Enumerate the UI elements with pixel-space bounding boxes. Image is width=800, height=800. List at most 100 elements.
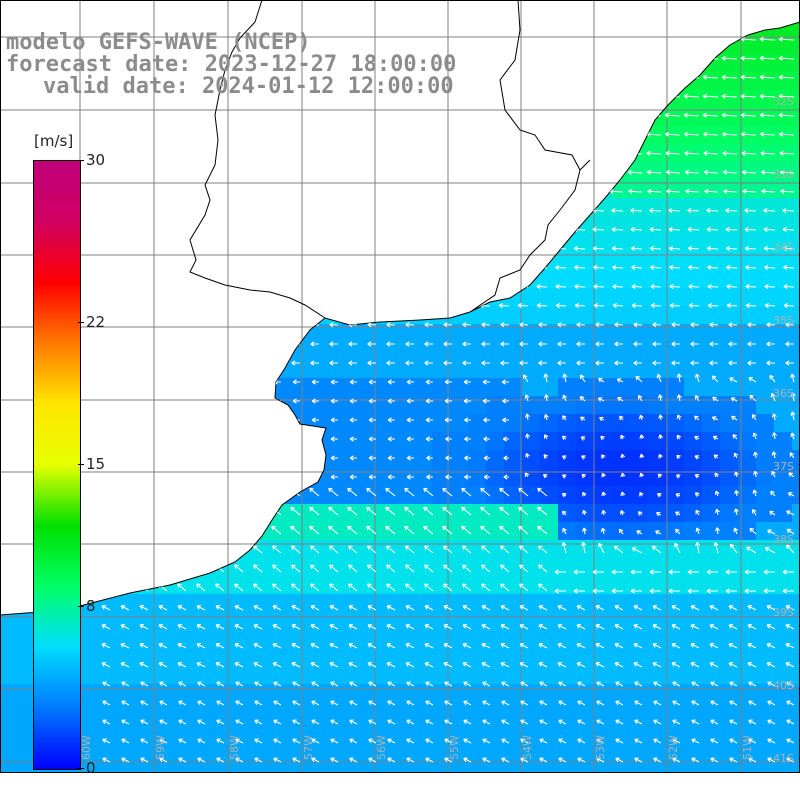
wind-speed-cell xyxy=(504,630,523,649)
wind-speed-cell xyxy=(576,558,595,577)
wind-arrow xyxy=(721,74,738,80)
wind-speed-cell xyxy=(792,252,800,271)
wind-arrow xyxy=(349,681,358,687)
wind-arrow xyxy=(348,545,358,554)
wind-speed-cell xyxy=(162,720,181,739)
wind-speed-cell xyxy=(702,162,721,181)
wind-speed-cell xyxy=(522,576,541,595)
wind-arrow xyxy=(520,738,529,744)
wind-speed-cell xyxy=(774,594,793,613)
wind-arrow xyxy=(675,493,681,498)
wind-arrow xyxy=(500,360,509,366)
wind-arrow xyxy=(580,436,586,441)
wind-speed-cell xyxy=(18,630,37,649)
wind-speed-cell xyxy=(684,270,703,289)
wind-arrow xyxy=(561,542,567,554)
wind-speed-cell xyxy=(792,54,800,73)
wind-arrow xyxy=(464,455,471,461)
wind-arrow xyxy=(538,583,548,592)
wind-arrow xyxy=(574,284,586,290)
wind-speed-cell xyxy=(432,414,451,433)
wind-arrow xyxy=(740,36,757,42)
wind-arrow xyxy=(386,662,396,668)
wind-arrow xyxy=(707,284,719,290)
wind-speed-cell xyxy=(612,432,631,451)
wind-arrow xyxy=(573,569,585,575)
wind-speed-cell xyxy=(144,666,163,685)
wind-speed-cell xyxy=(126,666,145,685)
wind-arrow xyxy=(669,284,681,290)
wind-arrow xyxy=(600,527,606,535)
wind-speed-cell xyxy=(594,234,613,253)
wind-speed-cell xyxy=(720,252,739,271)
wind-arrow xyxy=(523,374,529,383)
wind-speed-cell xyxy=(378,324,397,343)
wind-arrow xyxy=(311,738,320,744)
wind-arrow xyxy=(309,487,320,497)
latitude-label: 35S xyxy=(773,314,794,327)
wind-speed-cell xyxy=(666,630,685,649)
wind-arrow xyxy=(780,188,795,194)
wind-speed-cell xyxy=(504,522,523,541)
wind-arrow xyxy=(272,545,282,554)
wind-speed-cell xyxy=(558,450,577,469)
wind-speed-cell xyxy=(0,702,19,721)
wind-arrow xyxy=(748,738,757,744)
wind-speed-cell xyxy=(432,558,451,577)
wind-speed-cell xyxy=(252,540,271,559)
wind-speed-cell xyxy=(630,558,649,577)
wind-speed-cell xyxy=(666,378,685,397)
lat-lon-grid xyxy=(0,0,800,772)
wind-speed-cell xyxy=(522,684,541,703)
wind-speed-cell xyxy=(522,558,541,577)
wind-arrow xyxy=(728,322,738,328)
wind-arrow xyxy=(576,341,585,347)
wind-arrow xyxy=(542,473,548,479)
wind-speed-cell xyxy=(504,558,523,577)
wind-speed-cell xyxy=(594,324,613,343)
wind-speed-cell xyxy=(360,756,379,772)
wind-arrow xyxy=(733,527,739,535)
wind-speed-cell xyxy=(126,738,145,757)
wind-arrow xyxy=(592,246,605,252)
wind-speed-cell xyxy=(792,288,800,307)
wind-speed-cell xyxy=(774,522,793,541)
wind-speed-cell xyxy=(486,756,505,772)
wind-speed-cell xyxy=(684,756,703,772)
wind-arrow xyxy=(330,681,339,687)
wind-speed-cell xyxy=(702,378,721,397)
wind-arrow xyxy=(630,246,643,252)
wind-speed-cell xyxy=(522,378,541,397)
wind-speed-cell xyxy=(450,486,469,505)
wind-arrow xyxy=(329,322,339,328)
wind-speed-cell xyxy=(396,450,415,469)
wind-arrow xyxy=(500,564,510,573)
wind-speed-cell xyxy=(558,396,577,415)
wind-speed-cell xyxy=(756,756,775,772)
wind-arrow xyxy=(500,643,510,649)
wind-speed-cell xyxy=(450,450,469,469)
wind-speed-cell xyxy=(792,450,800,469)
wind-speed-cell xyxy=(666,576,685,595)
wind-speed-cell xyxy=(666,468,685,487)
wind-arrow xyxy=(234,662,244,668)
wind-speed-cell xyxy=(720,288,739,307)
wind-speed-cell xyxy=(666,234,685,253)
wind-arrow xyxy=(597,397,605,402)
wind-speed-cell xyxy=(594,432,613,451)
wind-speed-cell xyxy=(576,450,595,469)
wind-arrow xyxy=(767,757,776,763)
wind-arrow xyxy=(740,112,757,118)
wind-arrow xyxy=(425,757,434,763)
wind-arrow xyxy=(688,303,700,309)
wind-speed-cell xyxy=(324,756,343,772)
wind-arrow xyxy=(349,417,357,423)
wind-arrow xyxy=(634,700,643,706)
longitude-label: 53W xyxy=(594,735,607,760)
wind-arrow xyxy=(683,131,700,137)
wind-arrow xyxy=(558,681,567,687)
wind-arrow xyxy=(443,322,453,328)
wind-arrow xyxy=(178,757,187,763)
wind-speed-cell xyxy=(738,198,757,217)
wind-arrow xyxy=(480,487,491,497)
